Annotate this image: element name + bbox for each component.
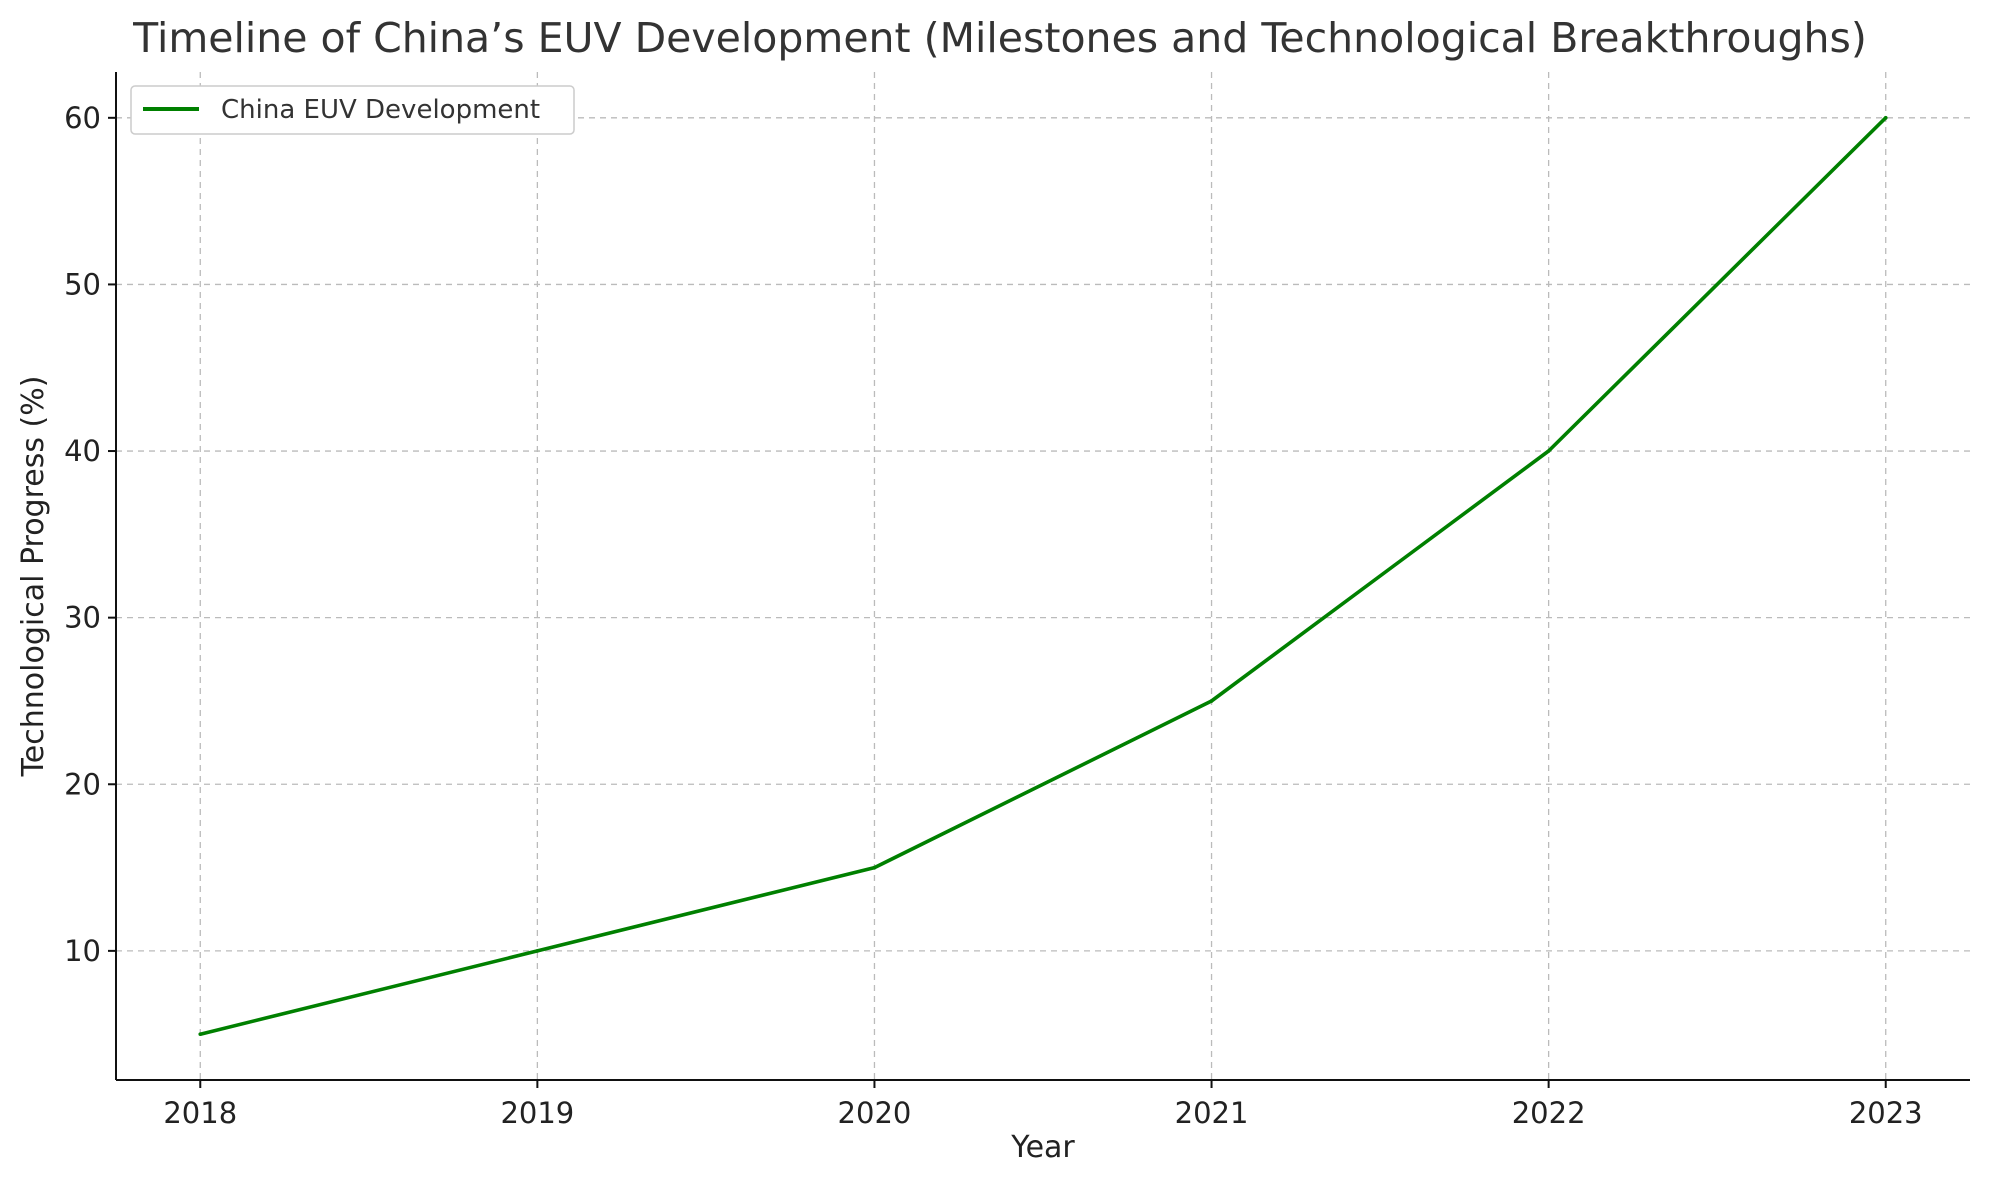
series-line [198, 116, 1888, 1036]
x-axis-label: Year [1010, 1130, 1075, 1165]
x-tick-label: 2021 [1175, 1096, 1249, 1130]
y-tick-label: 20 [64, 767, 101, 801]
x-tick-label: 2022 [1512, 1096, 1586, 1130]
x-tick-label: 2019 [500, 1096, 574, 1130]
data-point [198, 1032, 203, 1036]
y-tick-label: 40 [64, 434, 101, 468]
legend: China EUV Development [130, 85, 575, 135]
data-point [535, 949, 540, 953]
data-point [872, 865, 877, 870]
data-point [1883, 116, 1888, 120]
y-tick-label: 10 [64, 934, 101, 968]
grid [116, 72, 1970, 1080]
x-tick-label: 2018 [163, 1096, 237, 1130]
chart-title: Timeline of China’s EUV Development (Mil… [132, 14, 1867, 62]
y-tick-label: 60 [64, 101, 101, 135]
y-tick-label: 30 [64, 601, 101, 635]
legend-box [130, 85, 575, 135]
axis-ticks: 2018 2019 2020 2021 2022 2023 10 20 30 40 50 60 [64, 101, 1923, 1130]
y-tick-label: 50 [64, 267, 101, 301]
data-point [1209, 699, 1214, 703]
data-point [1546, 449, 1551, 453]
series-group [198, 116, 1888, 1036]
legend-series-label: China EUV Development [221, 95, 540, 125]
x-tick-label: 2020 [838, 1096, 912, 1130]
y-axis-label: Technological Progress (%) [16, 376, 51, 778]
x-tick-label: 2023 [1849, 1096, 1923, 1130]
